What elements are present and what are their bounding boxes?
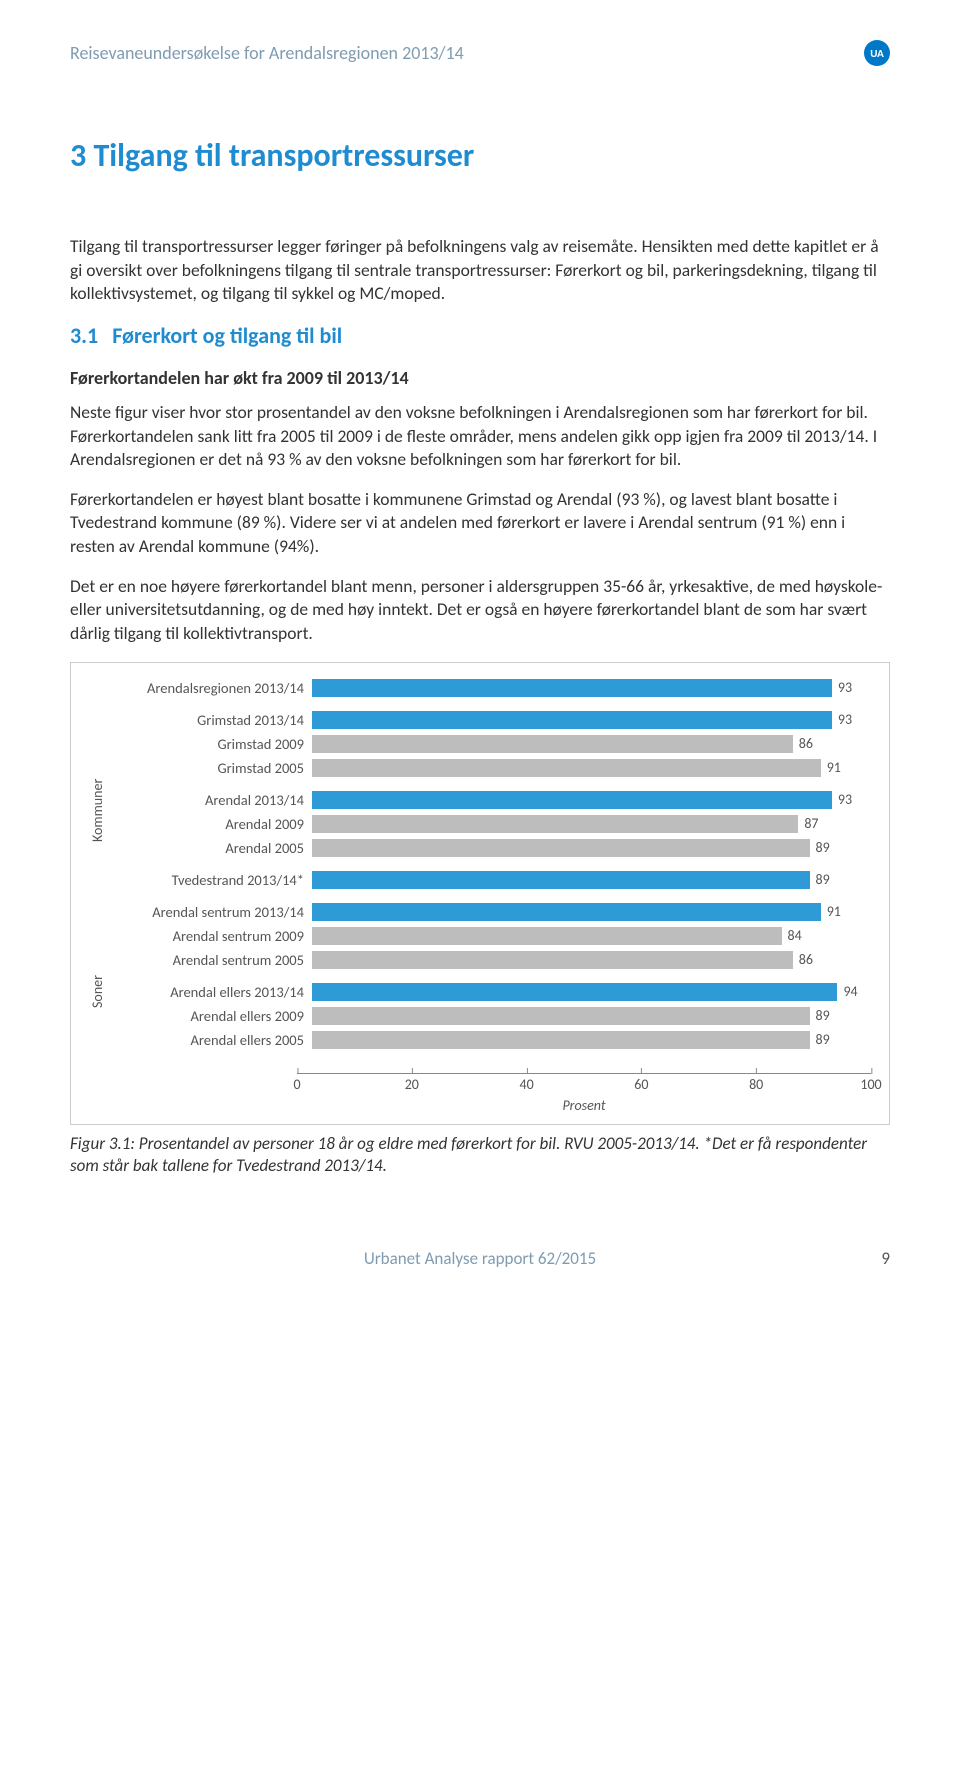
body-paragraph: Det er en noe høyere førerkortandel blan… [70, 575, 890, 646]
bar-label: Grimstad 2009 [112, 735, 312, 753]
bar-value: 91 [821, 759, 841, 777]
x-tick: 80 [749, 1070, 763, 1093]
body-paragraph: Førerkortandelen er høyest blant bosatte… [70, 488, 890, 559]
chart-row: Grimstad 2005 91 [112, 757, 871, 779]
subsection-number: 3.1 [70, 322, 98, 349]
chart-row: Arendal ellers 2005 89 [112, 1029, 871, 1051]
header-title: Reisevaneundersøkelse for Arendalsregion… [70, 42, 464, 64]
x-tick: 0 [293, 1070, 300, 1093]
page-footer: Urbanet Analyse rapport 62/2015 9 [70, 1248, 890, 1269]
section-heading: 3 Tilgang til transportressurser [70, 136, 890, 175]
bar [312, 735, 793, 753]
bar [312, 983, 837, 1001]
chart-row: Arendal sentrum 2005 86 [112, 949, 871, 971]
bar [312, 711, 832, 729]
x-axis-label: Prosent [297, 1097, 871, 1114]
x-tick: 20 [405, 1070, 419, 1093]
bar-value: 91 [821, 903, 841, 921]
bar-chart: KommunerSonerArendalsregionen 2013/1493G… [70, 662, 890, 1125]
bar-label: Arendal ellers 2009 [112, 1007, 312, 1025]
chart-row: Arendal sentrum 2009 84 [112, 925, 871, 947]
bar-label: Arendalsregionen 2013/14 [112, 679, 312, 697]
bar-label: Arendal 2013/14 [112, 791, 312, 809]
x-tick: 40 [519, 1070, 533, 1093]
bar-label: Arendal sentrum 2009 [112, 927, 312, 945]
chart-row: Arendal ellers 2013/14 94 [112, 981, 871, 1003]
x-tick: 60 [634, 1070, 648, 1093]
bar-value: 86 [793, 951, 813, 969]
bar-value: 89 [810, 839, 830, 857]
figure-caption: Figur 3.1: Prosentandel av personer 18 å… [70, 1133, 890, 1179]
chart-row: Arendal sentrum 2013/14 91 [112, 901, 871, 923]
footer-text: Urbanet Analyse rapport 62/2015 [364, 1248, 596, 1269]
chart-row: Arendal 2009 87 [112, 813, 871, 835]
bar-value: 93 [832, 679, 852, 697]
bar [312, 791, 832, 809]
bar [312, 815, 798, 833]
bar [312, 871, 810, 889]
chart-row: Grimstad 2013/14 93 [112, 709, 871, 731]
bar [312, 903, 821, 921]
bar-label: Arendal 2009 [112, 815, 312, 833]
page-header: Reisevaneundersøkelse for Arendalsregion… [70, 40, 890, 66]
bar-value: 89 [810, 1031, 830, 1049]
x-tick: 100 [860, 1070, 881, 1093]
page-number: 9 [881, 1248, 890, 1269]
ua-badge-icon: UA [864, 40, 890, 66]
subheading: Førerkortandelen har økt fra 2009 til 20… [70, 367, 890, 389]
bar-label: Arendal 2005 [112, 839, 312, 857]
bar-value: 94 [837, 983, 857, 1001]
bar-label: Arendal ellers 2005 [112, 1031, 312, 1049]
chart-row: Arendal ellers 2009 89 [112, 1005, 871, 1027]
bar-value: 89 [810, 871, 830, 889]
chart-row: Arendalsregionen 2013/14 93 [112, 677, 871, 699]
bar-value: 84 [782, 927, 802, 945]
bar [312, 679, 832, 697]
bar [312, 951, 793, 969]
chart-row: Arendal 2005 89 [112, 837, 871, 859]
bar-value: 89 [810, 1007, 830, 1025]
chart-row: Tvedestrand 2013/14* 89 [112, 869, 871, 891]
intro-paragraph: Tilgang til transportressurser legger fø… [70, 235, 890, 306]
subsection-heading: 3.1 Førerkort og tilgang til bil [70, 322, 890, 349]
y-axis-group-label: Kommuner [89, 711, 106, 909]
bar-label: Arendal ellers 2013/14 [112, 983, 312, 1001]
subsection-title: Førerkort og tilgang til bil [112, 322, 342, 349]
y-axis-group-label: Soner [89, 909, 106, 1073]
bar [312, 1031, 810, 1049]
bar-value: 86 [793, 735, 813, 753]
bar-label: Grimstad 2013/14 [112, 711, 312, 729]
bar-label: Arendal sentrum 2005 [112, 951, 312, 969]
y-axis-group-label [89, 677, 106, 711]
bar-label: Tvedestrand 2013/14* [112, 871, 312, 889]
bar-value: 93 [832, 791, 852, 809]
body-paragraph: Neste figur viser hvor stor prosentandel… [70, 401, 890, 472]
bar-label: Grimstad 2005 [112, 759, 312, 777]
bar-value: 87 [798, 815, 818, 833]
chart-row: Arendal 2013/14 93 [112, 789, 871, 811]
bar [312, 839, 810, 857]
bar [312, 1007, 810, 1025]
chart-row: Grimstad 2009 86 [112, 733, 871, 755]
bar-value: 93 [832, 711, 852, 729]
bar-label: Arendal sentrum 2013/14 [112, 903, 312, 921]
bar [312, 927, 782, 945]
bar [312, 759, 821, 777]
